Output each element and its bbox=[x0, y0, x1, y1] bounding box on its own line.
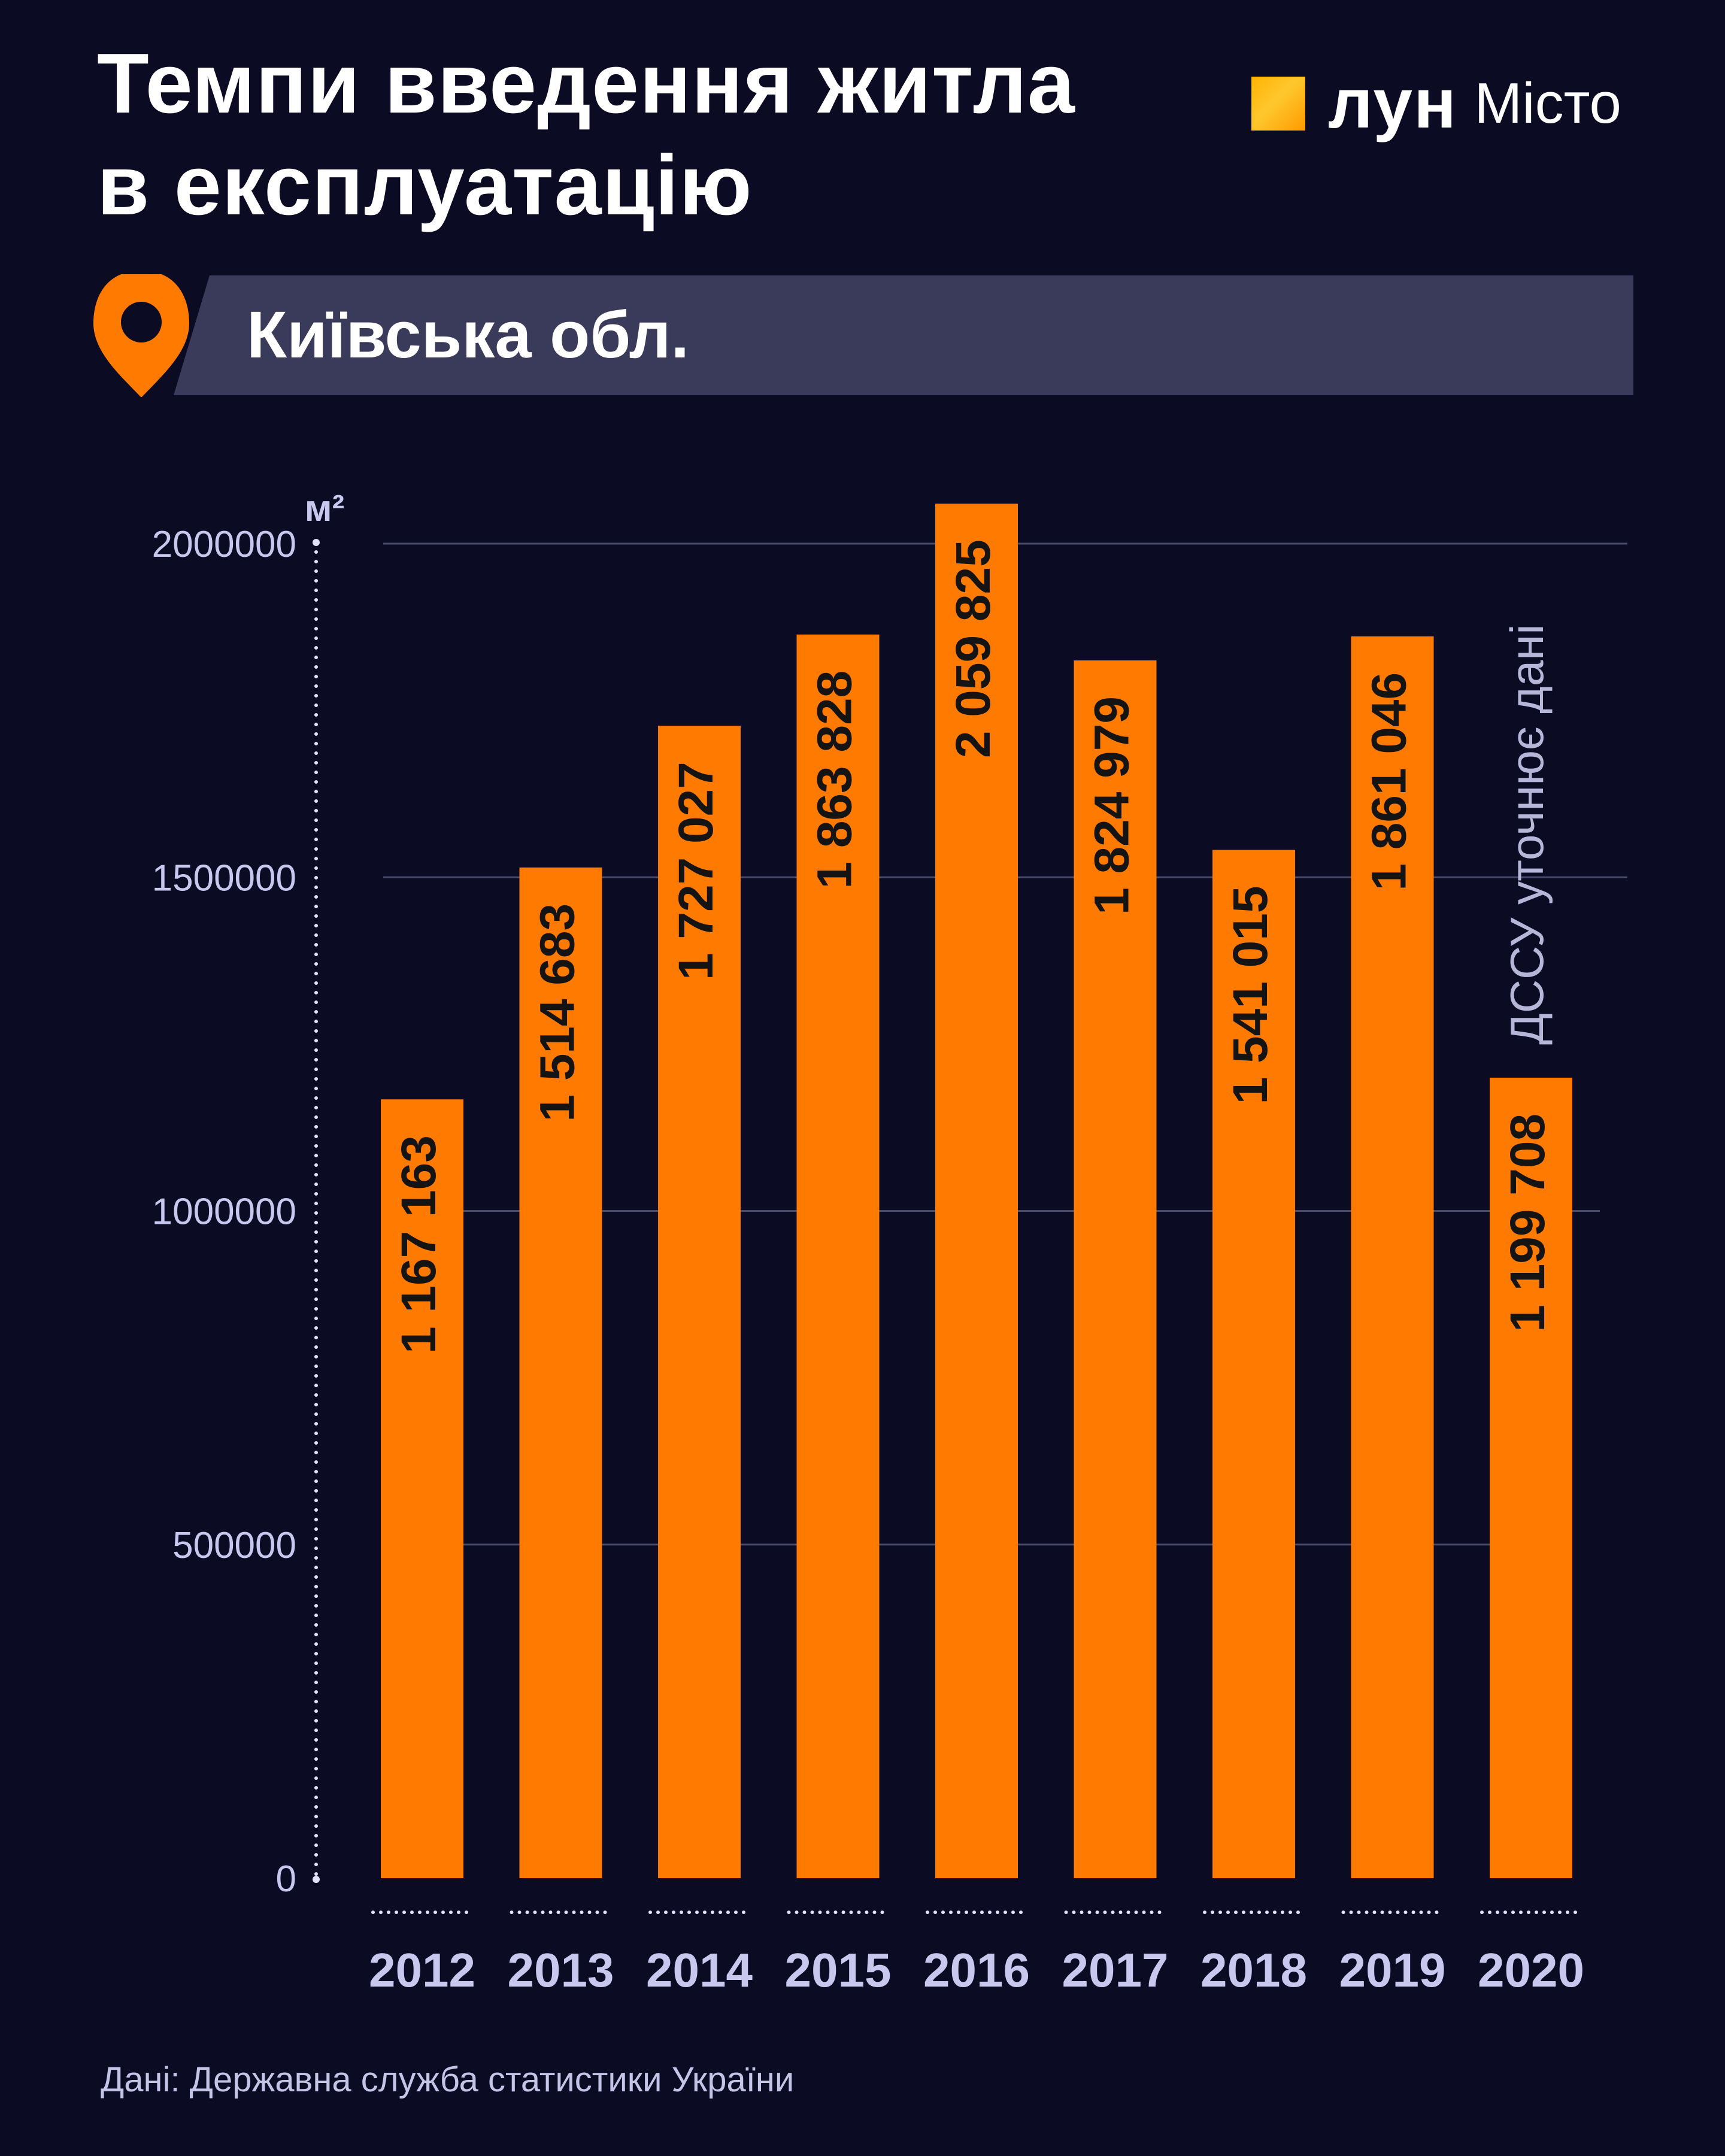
x-tick-label: 2013 bbox=[508, 1943, 614, 1997]
bar bbox=[1351, 636, 1434, 1878]
bar-value-label: 2 059 825 bbox=[946, 539, 1001, 758]
logo-name: лун bbox=[1328, 64, 1458, 143]
x-tick-label: 2019 bbox=[1339, 1943, 1446, 1997]
logo: лун Місто bbox=[1251, 64, 1621, 143]
title-line-1: Темпи введення житла bbox=[97, 36, 1075, 131]
y-axis-top-dot bbox=[313, 539, 320, 546]
x-tick-label: 2018 bbox=[1200, 1943, 1307, 1997]
region-label: Київська обл. bbox=[247, 298, 690, 372]
bar bbox=[1490, 1077, 1572, 1878]
data-source: Дані: Державна служба статистики України bbox=[101, 2060, 795, 2099]
bar-value-label: 1 824 979 bbox=[1085, 696, 1139, 915]
bar bbox=[796, 634, 880, 1878]
bar-value-label: 1 199 708 bbox=[1500, 1114, 1555, 1332]
bar bbox=[381, 1099, 463, 1878]
y-tick-label: 1500000 bbox=[152, 857, 296, 899]
region-banner bbox=[93, 274, 1633, 397]
bar-value-label: 1 541 015 bbox=[1223, 886, 1278, 1105]
x-tick-label: 2020 bbox=[1478, 1943, 1584, 1997]
x-tick-label: 2016 bbox=[923, 1943, 1030, 1997]
y-axis-unit-label: м² bbox=[305, 488, 345, 529]
location-pin-icon bbox=[93, 274, 189, 397]
y-tick-label: 2000000 bbox=[152, 524, 296, 565]
bar bbox=[519, 867, 602, 1878]
y-axis-bottom-dot bbox=[313, 1876, 320, 1883]
chart-title: Темпи введення житла в експлуатацію bbox=[97, 33, 1075, 236]
bar-value-label: 1 727 027 bbox=[669, 762, 723, 980]
x-tick-label: 2014 bbox=[646, 1943, 753, 1997]
bar-value-label: 1 514 683 bbox=[530, 903, 585, 1122]
bar bbox=[658, 726, 741, 1878]
bar-annotation: ДССУ уточнює дані bbox=[1500, 624, 1553, 1045]
y-tick-label: 1000000 bbox=[152, 1191, 296, 1233]
x-tick-label: 2012 bbox=[369, 1943, 475, 1997]
bar bbox=[935, 504, 1018, 1879]
logo-subtitle: Місто bbox=[1474, 71, 1621, 135]
logo-square-icon bbox=[1251, 77, 1305, 131]
bar-value-label: 1 861 046 bbox=[1362, 672, 1417, 891]
bar bbox=[1074, 660, 1157, 1878]
y-tick-label: 500000 bbox=[172, 1525, 296, 1566]
title-line-2: в експлуатацію bbox=[97, 138, 753, 233]
region-banner-background bbox=[174, 275, 1633, 395]
y-tick-label: 0 bbox=[276, 1858, 296, 1900]
bar-value-label: 1 167 163 bbox=[392, 1135, 446, 1354]
bar bbox=[1212, 850, 1295, 1878]
bar-value-label: 1 863 828 bbox=[808, 671, 862, 889]
x-tick-label: 2015 bbox=[785, 1943, 892, 1997]
x-tick-label: 2017 bbox=[1062, 1943, 1169, 1997]
